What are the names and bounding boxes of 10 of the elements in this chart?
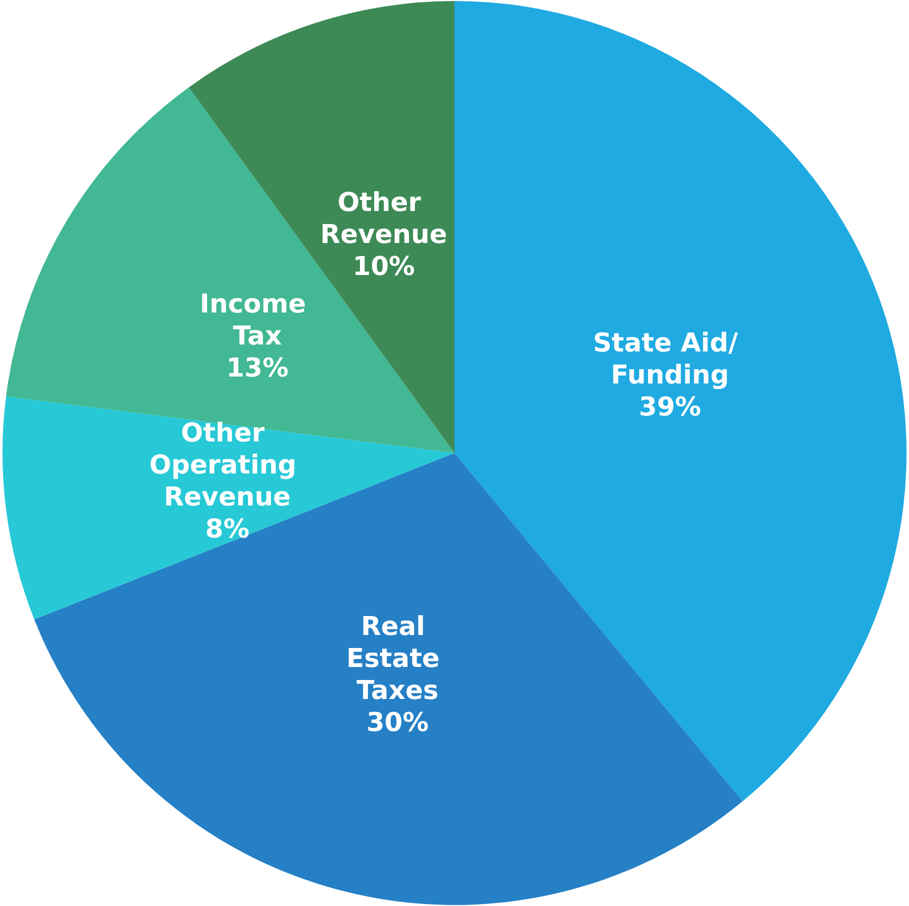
data-label: 39% <box>638 392 702 422</box>
data-label: 13% <box>226 353 289 384</box>
slice-label: Other Operating Revenue <box>149 418 306 513</box>
slice-label: State Aid/ Funding <box>592 328 747 390</box>
slice-label: Real Estate Taxes <box>346 612 449 706</box>
slice-label: Income Tax <box>200 289 316 352</box>
data-label: 8% <box>205 514 250 545</box>
slice-label: Other Revenue <box>320 188 448 250</box>
data-label: 10% <box>352 252 415 282</box>
data-label: 30% <box>366 708 429 738</box>
